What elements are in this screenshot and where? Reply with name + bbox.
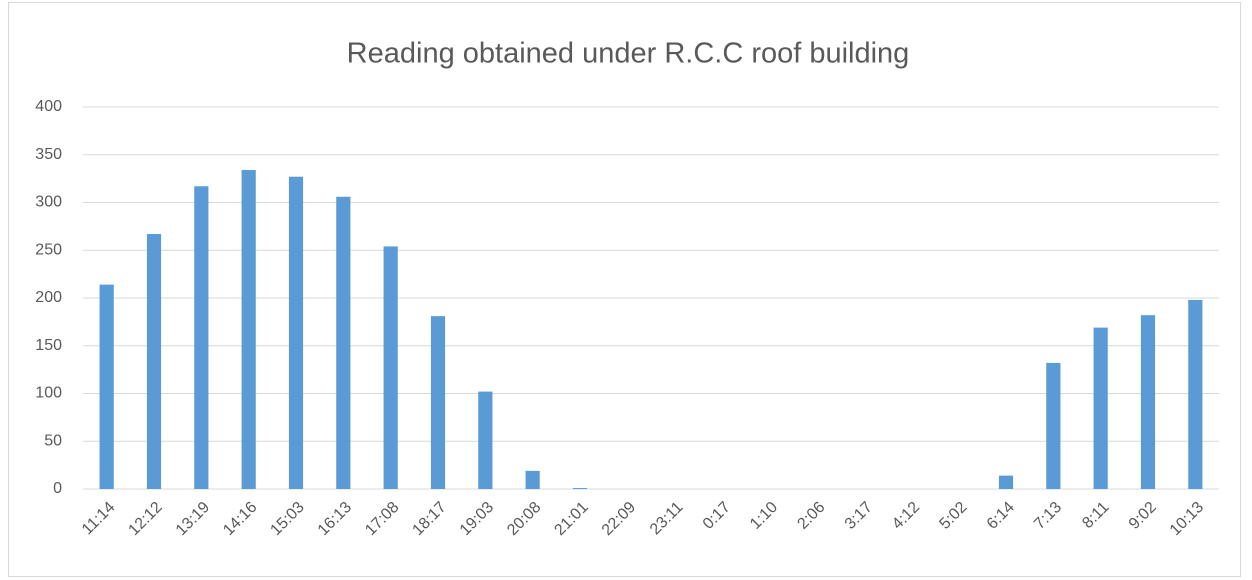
y-tick-label: 100 [35,385,62,402]
y-tick-label: 0 [53,480,62,497]
bar [194,186,209,489]
bar [241,170,256,489]
bar [1140,315,1156,489]
bar [1188,299,1203,489]
bar [288,176,304,489]
bar [336,196,351,489]
bar [1046,362,1061,489]
bar [998,475,1014,489]
y-tick-label: 50 [44,432,62,449]
y-tick-label: 350 [35,146,62,163]
bar [572,488,588,489]
y-tick-label: 400 [35,98,62,115]
chart-frame [8,2,1241,577]
y-tick-label: 300 [35,194,62,211]
bar [525,470,540,489]
y-tick-label: 250 [35,241,62,258]
bar [99,284,114,489]
bar [430,316,446,489]
bar [478,391,493,489]
bar [383,246,398,489]
chart-title: Reading obtained under R.C.C roof buildi… [347,38,910,70]
y-tick-label: 150 [35,337,62,354]
y-tick-label: 200 [35,289,62,306]
bar [1093,327,1108,489]
bar [146,234,162,489]
